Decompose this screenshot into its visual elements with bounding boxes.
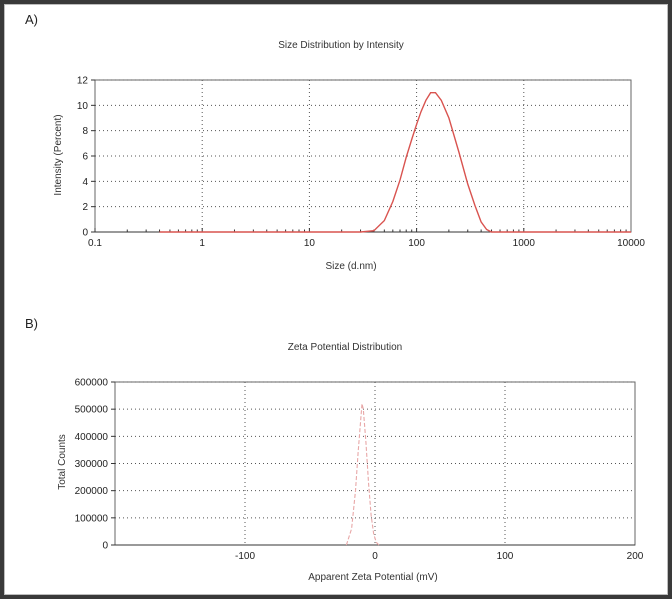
y-tick-label: 0	[102, 541, 108, 552]
series-line	[345, 403, 380, 546]
x-tick-label: 100	[497, 551, 514, 562]
panel-a-xlabel: Size (d.nm)	[325, 261, 376, 272]
y-tick-label: 600000	[75, 378, 109, 389]
panel-a-title: Size Distribution by Intensity	[278, 40, 404, 51]
x-tick-label: 10	[304, 238, 316, 249]
y-tick-label: 12	[77, 76, 89, 87]
y-tick-label: 300000	[75, 459, 109, 470]
panel-b-plot: 0 100000 200000 300000 400000 500000 600000 -10…	[75, 378, 644, 563]
panel-b-xlabel: Apparent Zeta Potential (mV)	[308, 572, 438, 583]
y-tick-label: 4	[82, 177, 88, 188]
x-tick-label: 200	[627, 551, 644, 562]
y-tick-label: 400000	[75, 432, 109, 443]
x-tick-label: -100	[235, 551, 255, 562]
panel-b: B) Zeta Potential Distribution Apparent …	[25, 316, 644, 583]
panel-b-label: B)	[25, 316, 38, 331]
panel-a-ylabel: Intensity (Percent)	[53, 114, 64, 195]
y-tick-label: 10	[77, 101, 89, 112]
x-tick-label: 10000	[617, 238, 645, 249]
x-tick-label: 1	[199, 238, 205, 249]
panel-b-ylabel: Total Counts	[57, 434, 68, 490]
panel-a-plot: 0 2 4 6 8 10 12 0.1 1 10 100 1000 10000	[77, 76, 645, 250]
y-tick-label: 0	[82, 228, 88, 239]
panel-a-label: A)	[25, 12, 38, 27]
y-tick-label: 200000	[75, 486, 109, 497]
y-tick-label: 2	[82, 202, 88, 213]
panel-b-title: Zeta Potential Distribution	[288, 342, 403, 353]
figure-svg: A) Size Distribution by Intensity Size (…	[25, 12, 645, 583]
x-tick-label: 0	[372, 551, 378, 562]
x-tick-label: 100	[408, 238, 425, 249]
series-line	[159, 91, 631, 233]
panel-a: A) Size Distribution by Intensity Size (…	[25, 12, 645, 272]
y-tick-label: 500000	[75, 405, 109, 416]
x-tick-label: 0.1	[88, 238, 102, 249]
y-tick-label: 8	[82, 126, 88, 137]
x-tick-label: 1000	[513, 238, 536, 249]
y-tick-label: 6	[82, 152, 88, 163]
figure: A) Size Distribution by Intensity Size (…	[4, 4, 668, 595]
y-tick-label: 100000	[75, 513, 109, 524]
